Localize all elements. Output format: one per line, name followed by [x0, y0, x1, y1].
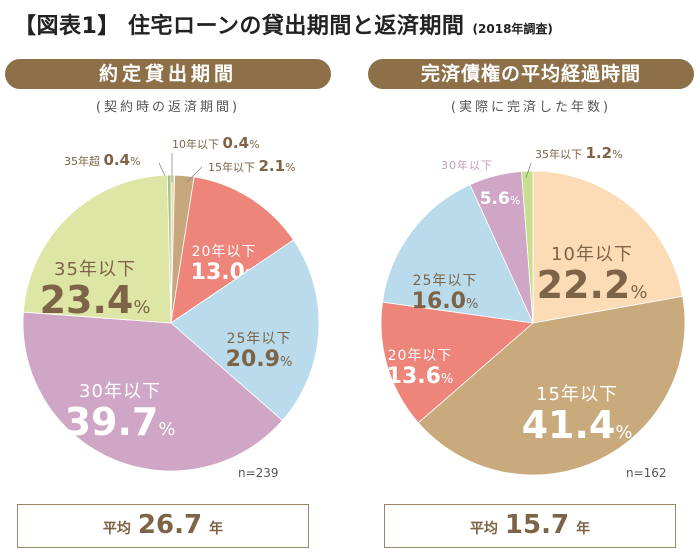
- slice-value-label: 22.2%: [537, 263, 648, 307]
- pie-slice: [380, 301, 534, 424]
- leader-line: [158, 162, 166, 177]
- slice-category-label: 35年以下: [54, 259, 136, 280]
- title-main: 【図表1】 住宅ローンの貸出期間と返済期間: [14, 14, 465, 39]
- slice-category-label: 20年以下: [388, 348, 453, 364]
- left-sample-size: n=239: [238, 466, 279, 480]
- slice-value-label: 39.7%: [65, 400, 176, 444]
- slice-category-label: 10年以下: [551, 244, 633, 265]
- slice-callout-label: 35年超 0.4%: [64, 151, 141, 169]
- pie-slice: [170, 176, 295, 324]
- slice-category-label: 30年以下: [441, 158, 493, 172]
- slice-category-label: 25年以下: [227, 331, 292, 347]
- right-panel-note: (実際に完済した年数): [450, 100, 612, 115]
- pie-slice: [532, 170, 684, 324]
- pie-slice: [22, 174, 172, 324]
- avg-unit: 年: [576, 521, 591, 537]
- slice-value-label: 16.0%: [412, 289, 479, 314]
- avg-label: 平均: [102, 521, 131, 537]
- avg-unit: 年: [209, 521, 224, 537]
- title-survey-year: (2018年調査): [472, 22, 553, 36]
- right-average-box: 平均 15.7 年: [384, 504, 676, 548]
- slice-value-label: 13.6%: [387, 364, 454, 389]
- slice-callout-label: 15年以下 2.1%: [208, 157, 296, 175]
- page-title: 【図表1】 住宅ローンの貸出期間と返済期間 (2018年調査): [14, 8, 553, 40]
- left-panel-header: 約定貸出期間: [5, 59, 331, 89]
- pie-slice: [417, 295, 686, 476]
- pie-slice: [170, 239, 320, 421]
- slice-category-label: 25年以下: [413, 273, 478, 289]
- pie-chart-loan-term: 10年以下 0.4%15年以下 2.1%20年以下13.0%25年以下20.9%…: [22, 134, 320, 472]
- slice-callout-label: 35年以下 1.2%: [535, 144, 623, 162]
- left-average-box: 平均 26.7 年: [17, 504, 309, 548]
- slice-value-label: 23.4%: [40, 278, 151, 322]
- right-panel-header: 完済債権の平均経過時間: [368, 59, 694, 89]
- avg-value: 15.7: [504, 510, 570, 540]
- slice-value-label: 41.4%: [522, 403, 633, 447]
- pie-slice: [521, 170, 534, 324]
- slice-value-label: 5.6%: [480, 189, 521, 209]
- left-panel-note: (契約時の返済期間): [95, 100, 241, 115]
- slice-value-label: 20.9%: [226, 347, 293, 372]
- pie-slice: [166, 174, 172, 324]
- leader-line: [525, 162, 532, 179]
- slice-category-label: 15年以下: [536, 384, 618, 405]
- pie-slice: [22, 311, 283, 472]
- avg-value: 26.7: [137, 510, 203, 540]
- pie-slice: [381, 184, 534, 324]
- slice-category-label: 30年以下: [79, 381, 161, 402]
- slice-callout-label: 10年以下 0.4%: [172, 134, 260, 152]
- leader-line: [186, 166, 203, 183]
- slice-category-label: 20年以下: [192, 244, 257, 260]
- avg-label: 平均: [469, 521, 498, 537]
- right-sample-size: n=162: [626, 466, 667, 480]
